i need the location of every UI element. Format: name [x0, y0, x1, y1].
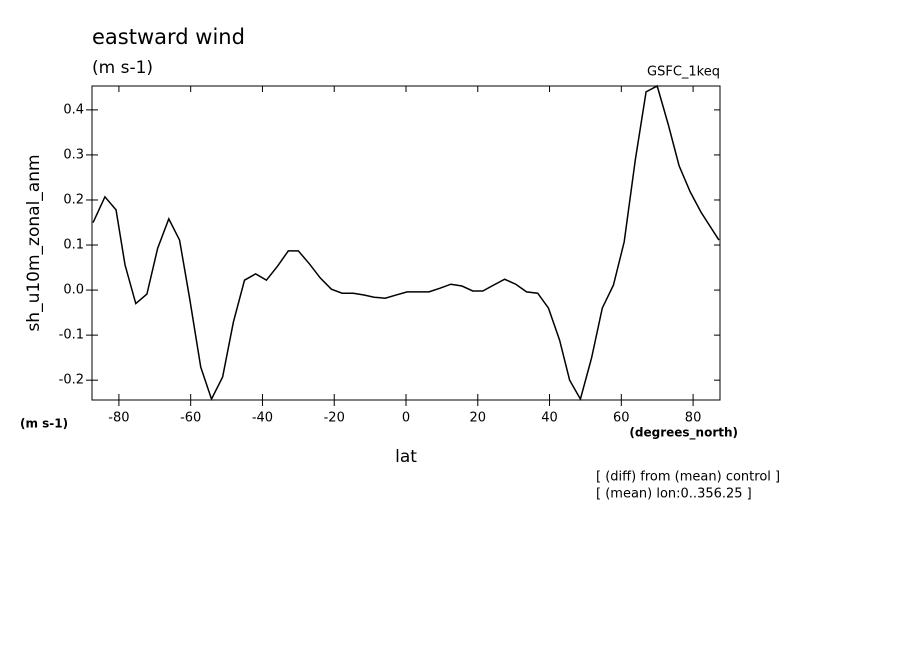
y-tick-label: 0.1 [63, 238, 84, 253]
y-tick-label: -0.2 [59, 373, 84, 388]
y-units: (m s-1) [20, 417, 68, 431]
y-tick-label: 0.0 [63, 283, 84, 298]
y-tick-label: 0.4 [63, 102, 84, 117]
x-tick-label: 20 [469, 411, 486, 426]
y-tick-label: -0.1 [59, 328, 84, 343]
plot-frame [91, 85, 721, 401]
x-tick-label: 40 [541, 411, 558, 426]
x-tick-label: -60 [180, 411, 201, 426]
y-tick-label: 0.2 [63, 192, 84, 207]
x-tick-label: -80 [108, 411, 129, 426]
chart-title: eastward wind [92, 25, 245, 49]
chart-subtitle: (m s-1) [92, 58, 153, 78]
y-tick-label: 0.3 [63, 147, 84, 162]
dataset-label: GSFC_1keq [647, 65, 720, 80]
x-units: (degrees_north) [629, 426, 738, 441]
x-tick-label: 0 [402, 411, 410, 426]
y-axis-label: sh_u10m_zonal_anm [24, 154, 44, 331]
x-tick-label: 80 [685, 411, 702, 426]
x-tick-label: -40 [252, 411, 273, 426]
x-axis-label: lat [395, 447, 417, 467]
x-tick-label: -20 [324, 411, 345, 426]
x-tick-label: 60 [613, 411, 630, 426]
note: [ (mean) lon:0..356.25 ] [596, 487, 752, 502]
data-line [92, 84, 720, 402]
note: [ (diff) from (mean) control ] [596, 470, 780, 485]
